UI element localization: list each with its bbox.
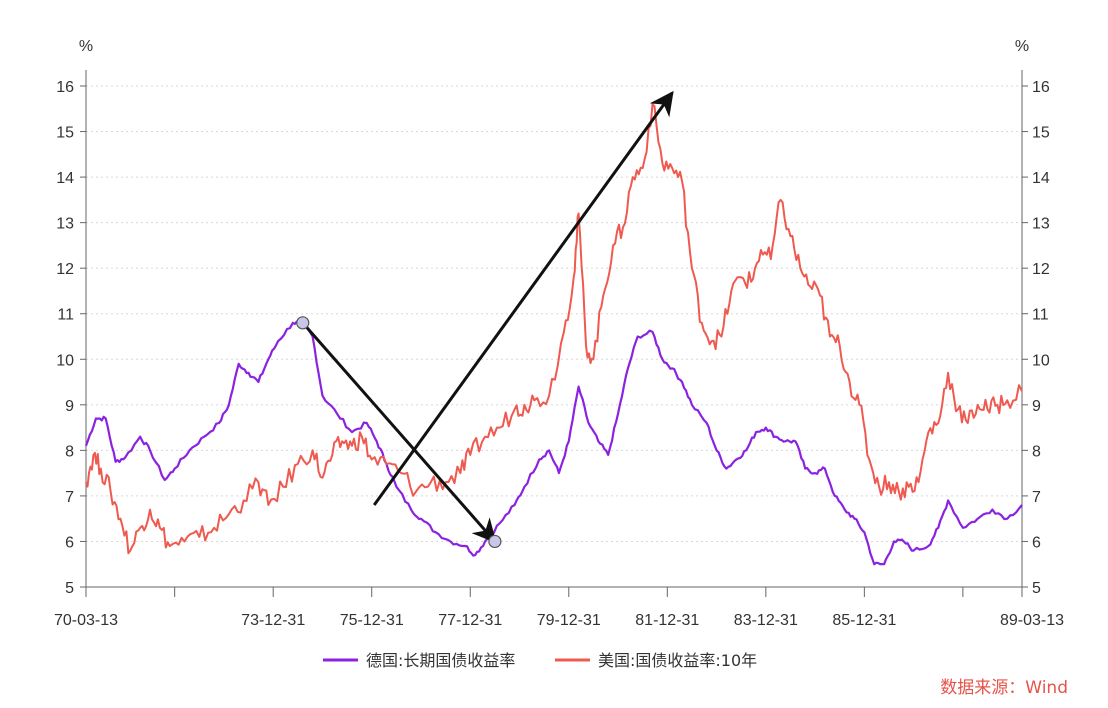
annotation-marker <box>296 316 310 330</box>
y-unit-right: % <box>1015 38 1029 55</box>
y-tick-label-right: 6 <box>1032 534 1041 551</box>
x-tick-label: 81-12-31 <box>635 612 699 629</box>
x-tick-label: 70-03-13 <box>54 612 118 629</box>
annotation-arrow <box>372 90 674 506</box>
y-tick-label-left: 13 <box>56 216 74 233</box>
y-tick-label-left: 8 <box>65 443 74 460</box>
x-tick-label: 75-12-31 <box>340 612 404 629</box>
annotation-marker <box>488 534 502 549</box>
series-lines <box>84 103 1023 566</box>
y-tick-label-right: 9 <box>1032 398 1041 415</box>
y-tick-label-left: 16 <box>56 79 74 96</box>
x-tick-label: 85-12-31 <box>832 612 896 629</box>
y-tick-label-left: 12 <box>56 261 74 278</box>
x-tick-label: 83-12-31 <box>734 612 798 629</box>
y-tick-label-right: 10 <box>1032 352 1050 369</box>
x-tick-label: 79-12-31 <box>537 612 601 629</box>
y-tick-label-right: 11 <box>1032 307 1049 324</box>
annotations <box>296 90 674 549</box>
annotation-arrow <box>301 321 497 544</box>
y-tick-label-right: 15 <box>1032 125 1050 142</box>
y-tick-label-right: 12 <box>1032 261 1050 278</box>
axes: 5 5 6 6 7 7 8 8 9 9 10 10 11 11 12 12 13 13 14 14 15 15 16 16%%… <box>54 38 1064 629</box>
legend-label-germany: 德国:长期国债收益率 <box>366 651 515 670</box>
y-tick-label-left: 6 <box>65 534 74 551</box>
y-tick-label-right: 14 <box>1032 170 1050 187</box>
y-tick-label-left: 11 <box>57 307 74 324</box>
y-tick-label-right: 16 <box>1032 79 1050 96</box>
y-tick-label-right: 7 <box>1032 489 1041 506</box>
legend: 德国:长期国债收益率 美国:国债收益率:10年 <box>323 651 757 670</box>
y-tick-label-left: 14 <box>56 170 74 187</box>
gridlines <box>86 85 1022 542</box>
y-tick-label-right: 8 <box>1032 443 1041 460</box>
y-tick-label-left: 7 <box>65 489 74 506</box>
y-tick-label-right: 13 <box>1032 216 1050 233</box>
x-tick-label: 73-12-31 <box>241 612 305 629</box>
y-tick-label-right: 5 <box>1032 580 1041 597</box>
y-tick-label-left: 9 <box>65 398 74 415</box>
x-tick-label: 89-03-13 <box>1000 612 1064 629</box>
legend-label-us: 美国:国债收益率:10年 <box>598 651 757 670</box>
y-tick-label-left: 15 <box>56 125 74 142</box>
series-line-1 <box>85 103 1023 555</box>
y-tick-label-left: 5 <box>65 580 74 597</box>
source-note: 数据来源：Wind <box>940 678 1068 698</box>
y-unit-left: % <box>79 38 93 55</box>
y-tick-label-left: 10 <box>56 352 74 369</box>
series-line-0 <box>84 319 1023 566</box>
x-tick-label: 77-12-31 <box>438 612 502 629</box>
